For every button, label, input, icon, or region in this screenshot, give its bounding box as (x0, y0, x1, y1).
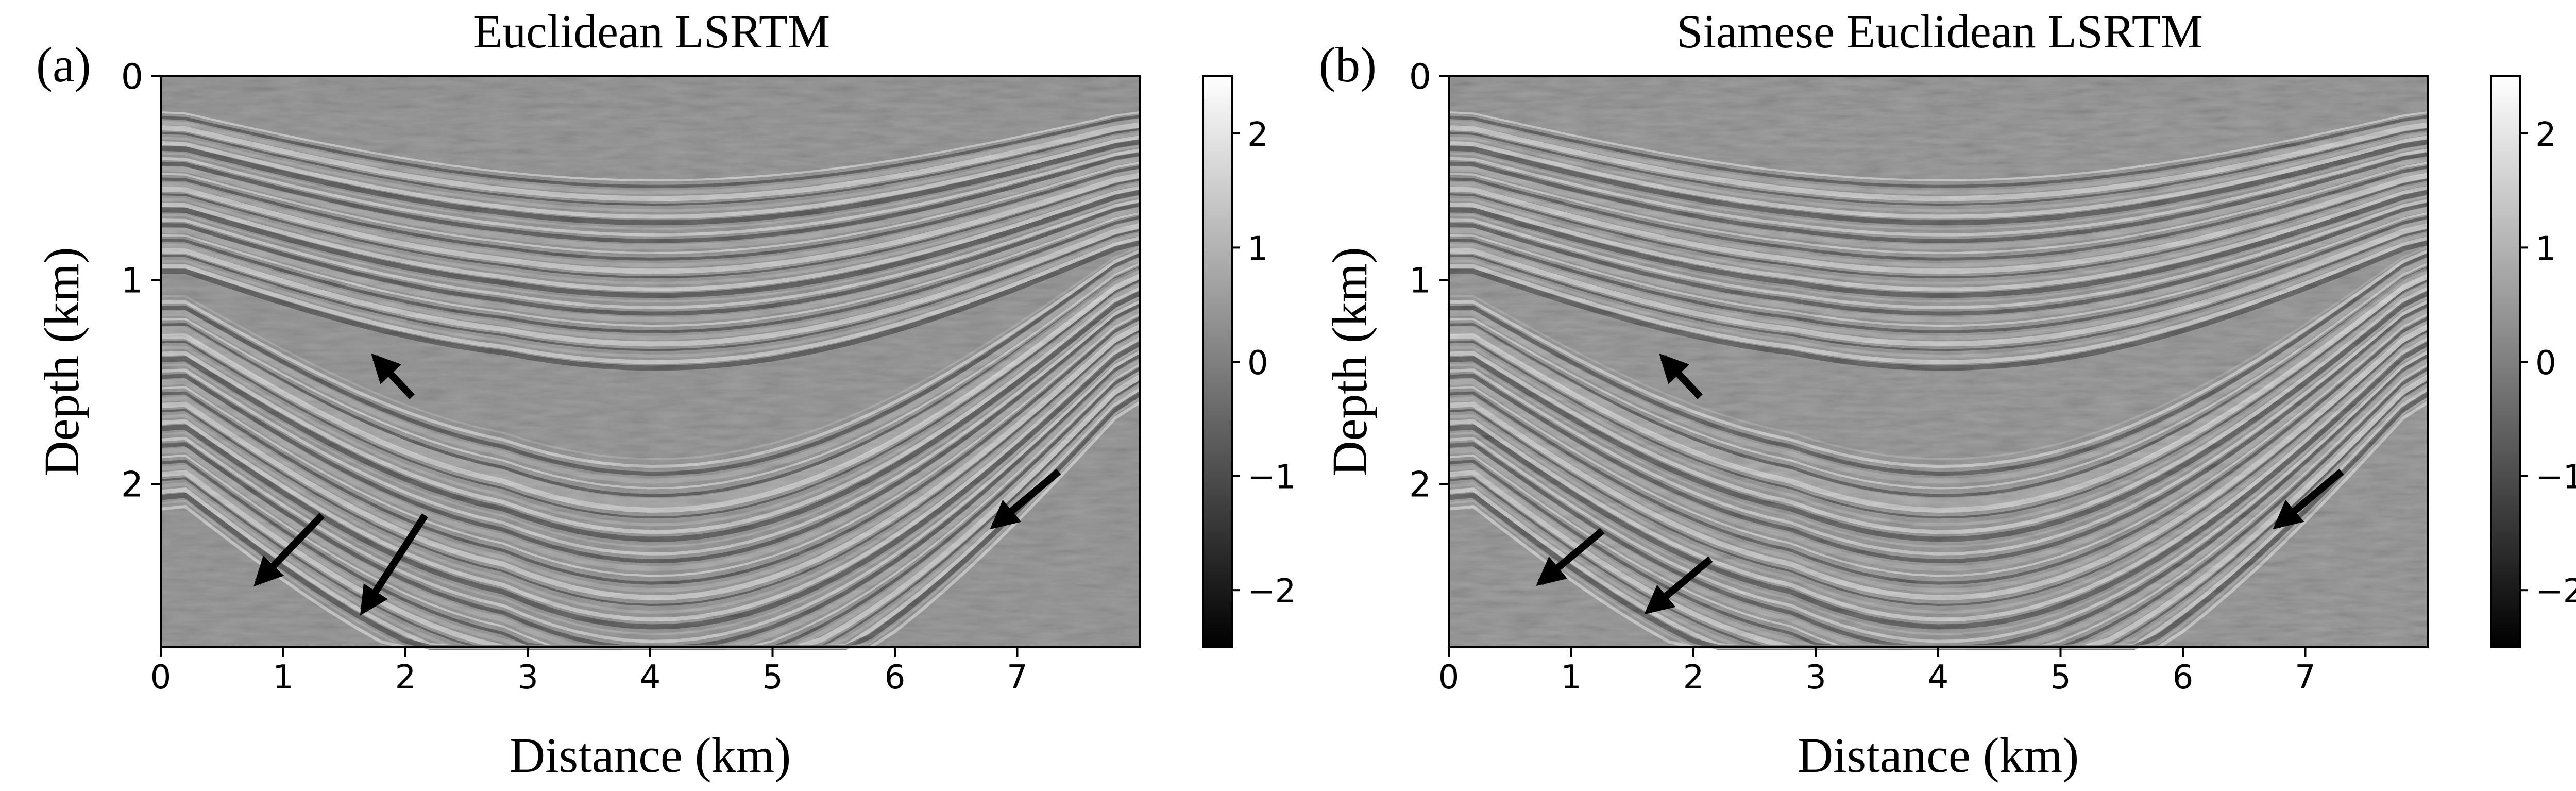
y-tick-label: 0 (121, 57, 143, 97)
colorbar-tick-label: −2 (1247, 573, 1296, 611)
arrow-annotation (2273, 468, 2344, 530)
x-axis: 0 1 2 3 4 5 6 7 (1438, 647, 2316, 697)
arrow-annotation (360, 513, 428, 616)
panel-title: Euclidean LSRTM (473, 5, 830, 58)
colorbar: 2 1 0 −1 −2 (1202, 75, 1296, 648)
seismic-image (1448, 75, 2430, 650)
x-tick-label: 4 (1928, 659, 1949, 697)
colorbar-tick-label: −2 (2535, 573, 2576, 611)
panel-b: (b) Siamese Euclidean LSRTM 0 1 2 0 1 2 3 4 5 6 7… (1319, 5, 2576, 783)
y-axis: 0 1 2 (1409, 57, 1449, 505)
colorbar-tick-label: 1 (1247, 230, 1268, 268)
y-tick-label: 1 (121, 261, 143, 301)
panel-label: (a) (36, 37, 91, 92)
x-axis: 0 1 2 3 4 5 6 7 (150, 647, 1028, 697)
colorbar-tick-label: 2 (1247, 116, 1268, 154)
colorbar-tick-label: 0 (2535, 344, 2556, 382)
panel-title: Siamese Euclidean LSRTM (1676, 5, 2203, 58)
x-tick-label: 0 (1438, 659, 1460, 697)
y-tick-label: 1 (1409, 261, 1431, 301)
x-tick-label: 1 (273, 659, 294, 697)
x-tick-label: 6 (885, 659, 906, 697)
arrow-annotation (1536, 528, 1605, 586)
colorbar: 2 1 0 −1 −2 (2490, 75, 2576, 648)
x-tick-label: 2 (395, 659, 416, 697)
x-tick-label: 3 (1805, 659, 1826, 697)
y-tick-label: 2 (121, 464, 143, 505)
y-tick-label: 0 (1409, 57, 1431, 97)
x-tick-label: 7 (2295, 659, 2316, 697)
x-tick-label: 0 (150, 659, 172, 697)
x-tick-label: 6 (2173, 659, 2194, 697)
arrow-annotation (990, 468, 1061, 530)
arrow-annotation (1644, 556, 1713, 615)
y-axis-label: Depth (km) (34, 247, 89, 476)
arrow-annotation (253, 513, 325, 587)
y-tick-label: 2 (1409, 464, 1431, 505)
x-axis-label: Distance (km) (1798, 728, 2079, 783)
x-tick-label: 3 (517, 659, 538, 697)
colorbar-tick-label: 0 (1247, 344, 1268, 382)
colorbar-tick-label: −1 (1247, 459, 1296, 497)
colorbar-ticks: 2 1 0 −1 −2 (2520, 116, 2576, 611)
annotation-arrows (253, 353, 1061, 616)
y-axis-label: Depth (km) (1322, 247, 1377, 476)
panel-label: (b) (1319, 37, 1377, 92)
colorbar-tick-label: 2 (2535, 116, 2556, 154)
colorbar-tick-label: −1 (2535, 459, 2576, 497)
x-tick-label: 5 (762, 659, 783, 697)
panel-a: (a) Euclidean LSRTM 0 1 2 0 1 2 3 4 5 6 7 Distanc… (34, 5, 1296, 783)
colorbar-tick-label: 1 (2535, 230, 2556, 268)
colorbar-ticks: 2 1 0 −1 −2 (1232, 116, 1296, 611)
x-tick-label: 2 (1683, 659, 1704, 697)
y-axis: 0 1 2 (121, 57, 161, 505)
seismic-image (160, 75, 1142, 650)
x-tick-label: 5 (2050, 659, 2071, 697)
annotation-arrows (1536, 353, 2344, 615)
x-tick-label: 1 (1561, 659, 1582, 697)
x-tick-label: 4 (640, 659, 661, 697)
arrow-annotation (371, 353, 415, 399)
x-axis-label: Distance (km) (510, 728, 791, 783)
x-tick-label: 7 (1007, 659, 1028, 697)
arrow-annotation (1659, 353, 1703, 399)
